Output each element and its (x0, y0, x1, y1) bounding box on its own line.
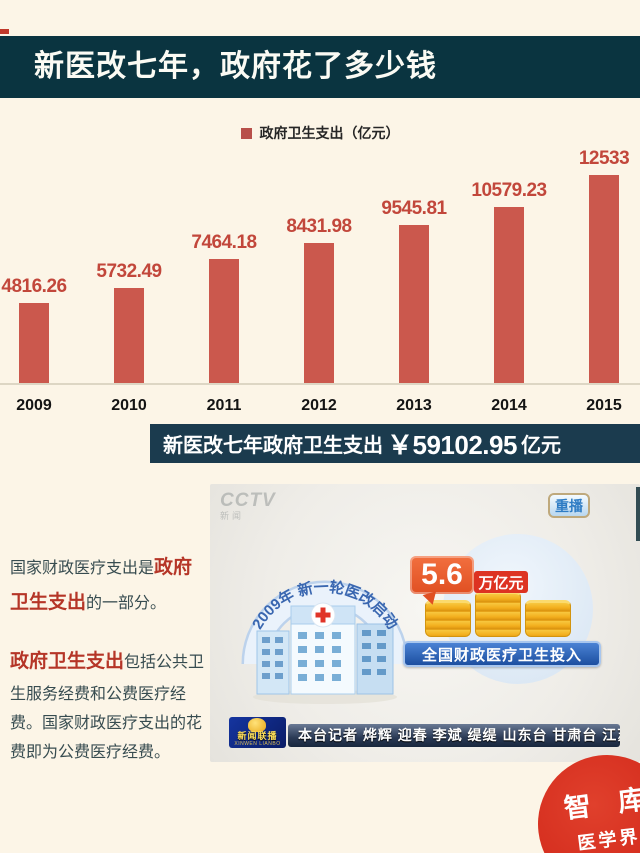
bar (19, 303, 49, 383)
x-axis-tick-label: 2014 (491, 397, 527, 414)
note-text: 包括公共卫生服务经费和公费医疗经费。国家财政医疗支出的花费即为公费医疗经费。 (10, 654, 205, 761)
globe-icon (248, 718, 266, 732)
note-emphasis-text: 政府卫生支出 (10, 557, 193, 613)
chart-column: 8431.98 2012 (272, 216, 367, 414)
hospital-buildings (256, 602, 394, 695)
chart-legend: 政府卫生支出（亿元） (0, 123, 640, 143)
news-logo-subtext: XINWEN LIANBO (234, 741, 281, 747)
bar (114, 288, 144, 383)
replay-badge: 重播 (548, 493, 590, 518)
bar (304, 243, 334, 383)
cctv-watermark-logo: CCTV (220, 490, 276, 511)
x-axis-tick-label: 2013 (396, 397, 432, 414)
note-paragraph: 国家财政医疗支出是政府卫生支出的一部分。 (10, 551, 210, 620)
page-title: 新医改七年，政府花了多少钱 (0, 36, 640, 98)
news-program-logo: 新闻联播 XINWEN LIANBO (229, 717, 286, 748)
bar-value-label: 12533 (578, 148, 630, 169)
tv-amount-value: 5.6 (410, 556, 474, 594)
news-ticker-text: 本台记者 烨辉 迎春 李斌 缇缇 山东台 甘肃台 江苏台 (288, 724, 620, 747)
corner-accent-mark (0, 29, 9, 34)
coin-stack-icon (425, 600, 471, 637)
bar-value-label: 10579.23 (471, 180, 547, 201)
summary-prefix: 新医改七年政府卫生支出 (163, 435, 383, 457)
bar (209, 259, 239, 383)
note-block: 国家财政医疗支出是政府卫生支出的一部分。 政府卫生支出包括公共卫生服务经费和公费医… (10, 551, 210, 792)
bar (399, 225, 429, 383)
chart-column: 12533 2015 (557, 148, 640, 414)
x-axis-tick-label: 2009 (16, 397, 52, 414)
coin-stack-icon (475, 591, 521, 637)
bar-value-label: 5732.49 (96, 261, 162, 282)
x-axis-tick-label: 2012 (301, 397, 337, 414)
tv-edge-artifact (636, 487, 640, 541)
chart-column: 7464.18 2011 (177, 232, 272, 414)
bar-value-label: 8431.98 (286, 216, 352, 237)
legend-label: 政府卫生支出（亿元） (259, 125, 400, 141)
x-axis-tick-label: 2010 (111, 397, 147, 414)
bar (494, 207, 524, 383)
chart-column: 5732.49 2010 (82, 261, 177, 414)
summary-suffix: 亿元 (520, 435, 561, 457)
note-emphasis-text: 政府卫生支出 (10, 651, 125, 673)
bar-chart: 4816.26 2009 5732.49 2010 7464.18 2011 8431.98… (0, 148, 640, 414)
chart-column: 9545.81 2013 (367, 198, 462, 414)
chart-column: 10579.23 2014 (462, 180, 557, 414)
stamp-title: 智 库 (562, 783, 640, 825)
bar (589, 175, 619, 383)
summary-banner: 新医改七年政府卫生支出 ￥59102.95 亿元 (150, 424, 640, 463)
tv-screenshot: CCTV 新闻 重播 (210, 484, 640, 762)
coin-stack-icon (525, 600, 571, 637)
x-axis-tick-label: 2015 (586, 397, 622, 414)
bar-value-label: 9545.81 (381, 198, 447, 219)
legend-swatch-icon (240, 127, 252, 139)
note-text: 的一部分。 (86, 594, 167, 612)
tv-amount-unit: 万亿元 (474, 571, 528, 593)
hospital-illustration: 2009年 新一轮医改启动 (241, 578, 409, 704)
note-paragraph: 政府卫生支出包括公共卫生服务经费和公费医疗经费。国家财政医疗支出的花费即为公费医… (10, 645, 210, 767)
publisher-stamp: 智 库 医学界 (530, 747, 640, 853)
news-logo-text: 新闻联播 (237, 731, 278, 741)
bar-value-label: 4816.26 (1, 276, 67, 297)
note-text: 国家财政医疗支出是 (10, 560, 155, 577)
x-axis-line (0, 383, 640, 385)
x-axis-tick-label: 2011 (206, 397, 242, 414)
summary-amount: ￥59102.95 (387, 430, 517, 460)
bar-value-label: 7464.18 (191, 232, 257, 253)
tv-caption-banner: 全国财政医疗卫生投入 (403, 641, 601, 667)
chart-column: 4816.26 2009 (0, 276, 82, 414)
cctv-watermark-sub: 新闻 (220, 511, 245, 521)
cctv-watermark: CCTV 新闻 (220, 491, 276, 521)
